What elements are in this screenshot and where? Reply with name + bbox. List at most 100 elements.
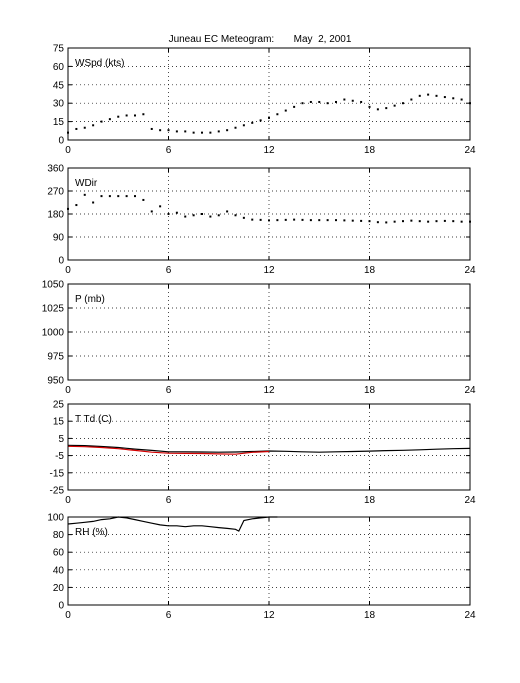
y-tick-label: 0 [58, 601, 64, 612]
x-tick-label: 24 [464, 265, 476, 276]
y-tick-label: 90 [53, 233, 65, 244]
data-point [268, 116, 270, 119]
data-point [108, 118, 111, 121]
data-point [410, 98, 413, 101]
y-tick-label: 30 [53, 99, 65, 110]
data-point [293, 105, 296, 108]
data-point [376, 108, 379, 111]
data-point [343, 219, 346, 222]
data-point [443, 219, 446, 222]
data-point [460, 220, 463, 223]
data-point [134, 114, 136, 117]
data-point [167, 213, 170, 215]
data-point [201, 131, 203, 134]
data-point [376, 221, 379, 224]
data-point [150, 210, 153, 213]
data-point [360, 100, 363, 103]
y-tick-label: 5 [58, 434, 64, 445]
x-tick-label: 6 [166, 145, 172, 156]
y-tick-label: 15 [53, 417, 65, 428]
data-point [217, 130, 220, 133]
panel-4: 0 6 12 18 24 -25 -15 -5 5 15 25 T Td (C) [50, 400, 476, 507]
data-point [92, 201, 95, 204]
data-point [83, 126, 86, 129]
x-tick-label: 6 [166, 495, 172, 506]
data-point [393, 220, 396, 223]
x-tick-label: 0 [65, 610, 71, 621]
data-point [418, 220, 421, 223]
data-point [301, 102, 304, 105]
data-point [184, 215, 187, 218]
data-point [351, 219, 354, 222]
data-point [251, 218, 254, 221]
data-point [159, 129, 162, 132]
x-tick-label: 18 [364, 265, 376, 276]
data-point [142, 198, 145, 201]
x-tick-label: 12 [263, 385, 275, 396]
data-point [175, 130, 178, 133]
panel-label: WSpd (kts) [75, 58, 124, 69]
x-tick-label: 18 [364, 385, 376, 396]
data-point [100, 120, 103, 123]
y-tick-label: 60 [53, 62, 65, 73]
x-tick-label: 6 [166, 385, 172, 396]
x-tick-label: 18 [364, 145, 376, 156]
data-point [242, 216, 245, 219]
y-tick-label: 80 [53, 530, 65, 541]
data-point [192, 131, 195, 134]
data-point [159, 205, 162, 208]
data-point [234, 214, 237, 217]
data-point [452, 97, 455, 100]
panel-1: 0 6 12 18 24 0 15 30 45 60 75 WSpd (kts) [53, 44, 476, 157]
data-point [460, 98, 463, 101]
y-tick-label: 20 [53, 583, 65, 594]
data-point [117, 195, 120, 198]
data-point [318, 219, 321, 222]
data-point [402, 220, 404, 223]
x-tick-label: 6 [166, 610, 172, 621]
data-point [443, 96, 446, 99]
data-point [75, 127, 78, 130]
x-tick-label: 0 [65, 385, 71, 396]
data-point [209, 215, 212, 218]
panel-label: T Td (C) [75, 414, 112, 425]
data-point [309, 100, 312, 103]
data-point [276, 113, 279, 116]
data-point [184, 130, 187, 133]
y-tick-label: 25 [53, 400, 65, 411]
x-tick-label: 12 [263, 265, 275, 276]
y-tick-label: -15 [50, 468, 65, 479]
y-tick-label: 1025 [42, 304, 65, 315]
data-point [284, 109, 287, 112]
data-point [301, 218, 304, 221]
panel-label: RH (%) [75, 527, 108, 538]
data-point [351, 99, 354, 102]
data-point [242, 124, 245, 127]
y-tick-label: 950 [47, 376, 64, 387]
series-line-1 [67, 444, 471, 453]
y-tick-label: 45 [53, 80, 65, 91]
data-point [100, 195, 103, 198]
data-point [335, 100, 337, 103]
panel-3: 0 6 12 18 24 950 975 1000 1025 1050 P (mb) [42, 280, 476, 397]
data-point [251, 121, 254, 124]
data-point [360, 219, 363, 222]
data-point [326, 102, 329, 105]
x-tick-label: 0 [65, 265, 71, 276]
data-point [175, 211, 178, 214]
data-point [125, 195, 128, 198]
data-point [217, 214, 220, 217]
y-tick-label: 75 [53, 44, 65, 55]
data-point [368, 105, 371, 108]
data-point [108, 195, 111, 198]
data-point [134, 195, 136, 198]
data-point [167, 129, 170, 132]
data-point [117, 115, 120, 118]
data-point [276, 219, 279, 222]
data-point [92, 124, 95, 127]
data-point [410, 219, 413, 222]
y-tick-label: 180 [47, 210, 64, 221]
y-tick-label: -5 [55, 451, 64, 462]
panel-2: 0 6 12 18 24 0 90 180 270 360 WDir [47, 164, 476, 277]
